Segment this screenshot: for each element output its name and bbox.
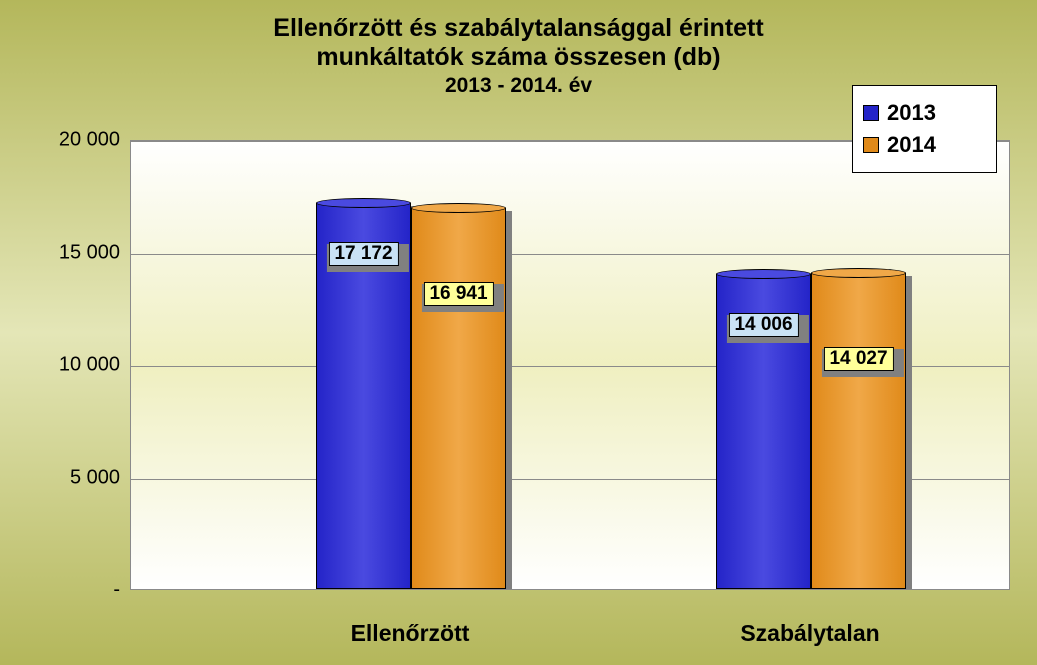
title-line-2: munkáltatók száma összesen (db): [0, 43, 1037, 72]
x-category-label: Ellenőrzött: [351, 620, 470, 647]
legend-label-2013: 2013: [887, 100, 936, 126]
legend-swatch-2013: [863, 105, 879, 121]
title-line-1: Ellenőrzött és szabálytalansággal érinte…: [0, 14, 1037, 43]
data-label: 16 941: [417, 280, 499, 308]
legend-label-2014: 2014: [887, 132, 936, 158]
legend-item-2013: 2013: [863, 100, 986, 126]
data-label: 17 172: [322, 240, 404, 268]
bar-2014-ellenőrzött: [411, 208, 506, 589]
y-tick-label: 20 000: [40, 129, 120, 152]
grid-line: [131, 254, 1009, 255]
data-label: 14 006: [722, 311, 804, 339]
bar-chart: Ellenőrzött és szabálytalansággal érinte…: [0, 0, 1037, 665]
x-category-label: Szabálytalan: [740, 620, 879, 647]
bar-2014-szabálytalan: [811, 273, 906, 589]
y-tick-label: 5 000: [40, 466, 120, 489]
plot-area: 17 172 16 941 14 006 14 027: [130, 140, 1010, 590]
legend-swatch-2014: [863, 137, 879, 153]
data-label: 14 027: [817, 345, 899, 373]
y-tick-label: 15 000: [40, 241, 120, 264]
legend: 2013 2014: [852, 85, 997, 173]
legend-item-2014: 2014: [863, 132, 986, 158]
y-tick-label: 10 000: [40, 354, 120, 377]
y-tick-label: -: [40, 579, 120, 602]
